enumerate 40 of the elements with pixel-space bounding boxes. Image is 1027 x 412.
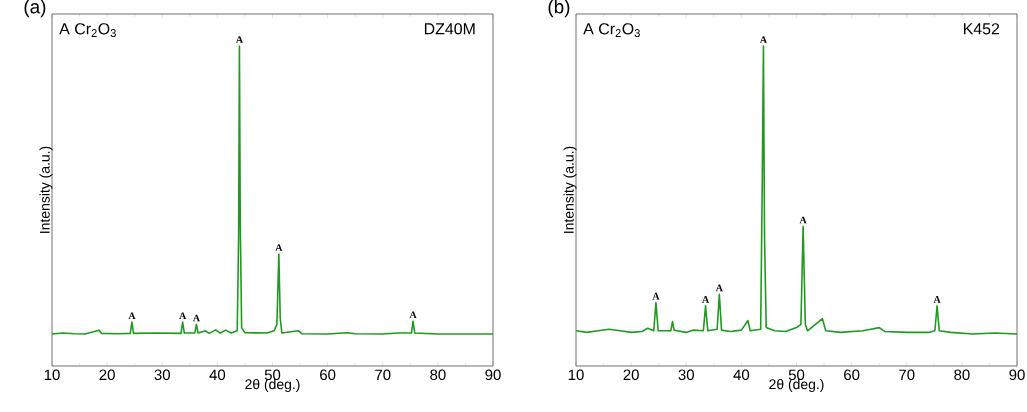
x-axis-title: 2θ (deg.): [245, 378, 300, 392]
annotation: A: [799, 216, 807, 224]
text: A Cr$_{2}$O$_{3}$: [59, 23, 116, 37]
annotation: A: [409, 311, 417, 319]
x-tick-label: 40: [209, 369, 226, 381]
x-tick-label: 20: [99, 369, 115, 381]
x-tick-label: 30: [154, 369, 170, 381]
chart-title: (b): [548, 0, 570, 18]
text: A Cr$_{2}$O$_{3}$: [583, 23, 640, 37]
text: K452: [963, 23, 1000, 35]
x-tick-label: 10: [568, 369, 584, 381]
x-tick-label: 40: [733, 369, 750, 381]
text: DZ40M: [424, 23, 475, 35]
x-tick-label: 60: [320, 369, 336, 381]
annotation: A: [128, 312, 136, 319]
annotation: A: [192, 314, 200, 322]
x-tick-label: 70: [375, 369, 391, 381]
annotation: A: [275, 244, 283, 251]
x-tick-label: 30: [678, 369, 694, 381]
annotation: A: [235, 36, 243, 43]
x-tick-label: 70: [899, 369, 915, 381]
annotation: A: [179, 312, 187, 319]
annotation: A: [759, 36, 767, 43]
x-tick-label: 20: [623, 369, 639, 381]
annotation: A: [652, 292, 660, 300]
x-tick-label: 50: [788, 369, 805, 381]
annotation: A: [933, 296, 941, 303]
y-axis-title: Intensity (a.u.): [563, 146, 577, 233]
y-axis-title: Intensity (a.u.): [39, 146, 53, 233]
x-tick-label: 90: [485, 369, 501, 381]
x-tick-label: 80: [430, 369, 446, 381]
x-tick-label: 80: [954, 369, 970, 381]
x-axis-title: 2θ (deg.): [769, 378, 824, 392]
annotation: A: [702, 296, 710, 303]
chart-title: (a): [24, 0, 46, 18]
x-tick-label: 10: [44, 369, 60, 381]
annotation: A: [715, 284, 723, 292]
x-tick-label: 60: [844, 369, 860, 381]
x-tick-label: 50: [264, 369, 281, 381]
x-tick-label: 90: [1009, 369, 1025, 381]
